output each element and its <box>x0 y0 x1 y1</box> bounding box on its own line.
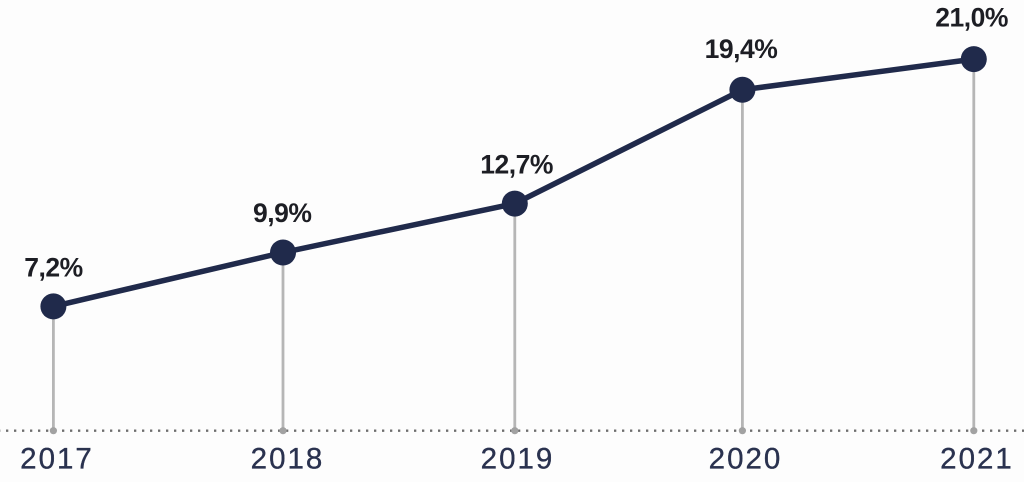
svg-text:2019: 2019 <box>481 442 555 475</box>
svg-text:12,7%: 12,7% <box>480 150 553 180</box>
svg-text:2021: 2021 <box>940 442 1014 475</box>
svg-text:9,9%: 9,9% <box>253 198 311 228</box>
svg-text:2018: 2018 <box>251 442 325 475</box>
svg-text:2017: 2017 <box>20 442 94 475</box>
svg-text:19,4%: 19,4% <box>705 34 778 64</box>
svg-text:21,0%: 21,0% <box>935 3 1008 33</box>
svg-text:7,2%: 7,2% <box>24 253 82 283</box>
svg-text:2020: 2020 <box>709 442 783 475</box>
